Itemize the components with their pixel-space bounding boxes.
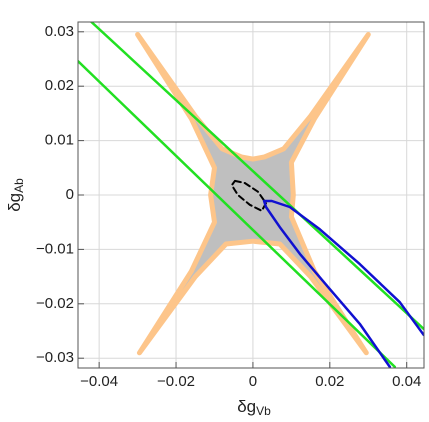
- x-label-sub: Vb: [256, 404, 271, 418]
- y-tick-label: −0.03: [36, 349, 74, 366]
- x-tick-label: 0.02: [315, 373, 344, 390]
- y-label-sub: Ab: [12, 178, 26, 193]
- y-tick-label: 0: [66, 186, 74, 203]
- curve: [230, 179, 267, 212]
- x-tick-label: −0.04: [80, 373, 118, 390]
- y-tick-label: −0.02: [36, 295, 74, 312]
- y-axis-label: δgAb: [5, 178, 26, 212]
- curve: [262, 199, 424, 368]
- x-label-main: δg: [237, 397, 256, 416]
- x-axis-label: δgVb: [237, 397, 271, 418]
- y-label-main: δg: [5, 193, 24, 212]
- y-tick-label: 0.02: [45, 77, 74, 94]
- y-tick-label: 0.01: [45, 132, 74, 149]
- y-tick-label: 0.03: [45, 23, 74, 40]
- x-tick-label: −0.02: [157, 373, 195, 390]
- y-tick-label: −0.01: [36, 240, 74, 257]
- curve: [78, 59, 397, 368]
- x-tick-label: 0: [249, 373, 257, 390]
- x-tick-label: 0.04: [392, 373, 421, 390]
- curve: [89, 22, 424, 331]
